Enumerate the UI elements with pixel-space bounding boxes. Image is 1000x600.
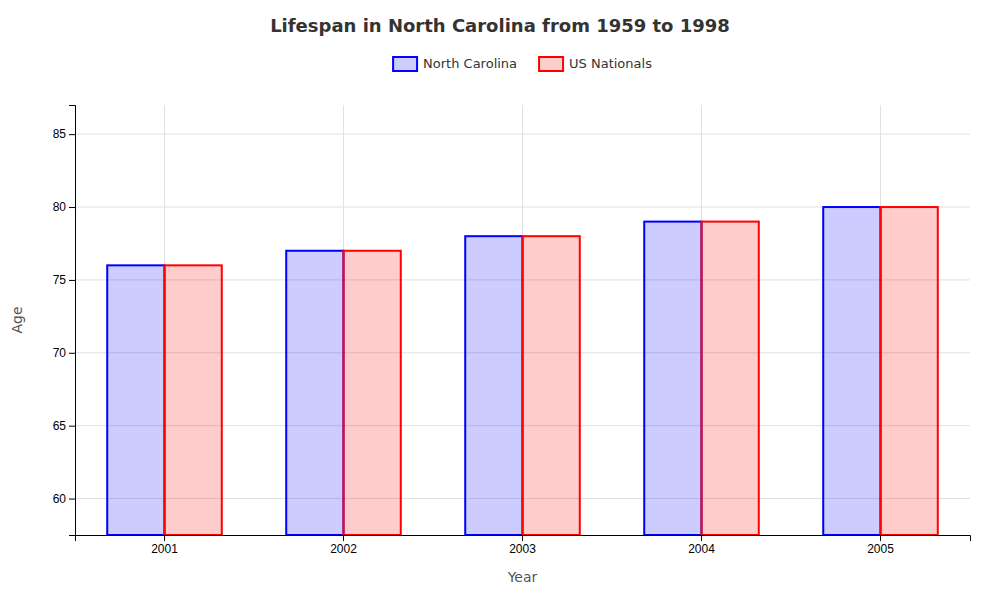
x-axis: 2001 2002 2003 2004 2005 <box>76 535 971 556</box>
legend-label: US Nationals <box>569 56 652 71</box>
x-tick-mark <box>343 535 344 541</box>
legend-swatch <box>539 57 563 71</box>
chart-svg: Lifespan in North Carolina from 1959 to … <box>0 0 1000 600</box>
x-tick-label: 2004 <box>688 542 715 556</box>
x-tick: 2002 <box>330 535 357 556</box>
y-tick-mark <box>69 207 75 208</box>
y-tick-mark <box>69 426 75 427</box>
x-tick-mark <box>701 535 702 541</box>
y-tick-label: 70 <box>53 346 67 360</box>
y-tick: 80 <box>53 200 75 214</box>
x-tick-label: 2003 <box>509 542 536 556</box>
bar <box>523 236 580 535</box>
bar-series <box>107 207 880 535</box>
y-axis: 60 65 70 75 80 85 <box>53 106 76 536</box>
x-tick: 2001 <box>151 535 178 556</box>
x-tick-mark <box>880 535 881 541</box>
legend: North Carolina US Nationals <box>393 56 652 71</box>
y-axis-line <box>69 106 76 536</box>
title: Lifespan in North Carolina from 1959 to … <box>270 15 730 36</box>
bar <box>286 251 343 535</box>
y-tick: 60 <box>53 492 75 506</box>
bar <box>823 207 880 535</box>
legend-item: US Nationals <box>539 56 652 71</box>
y-tick-mark <box>69 280 75 281</box>
y-tick-label: 75 <box>53 273 67 287</box>
x-tick-label: 2001 <box>151 542 178 556</box>
y-tick-mark <box>69 499 75 500</box>
x-tick-label: 2005 <box>867 542 894 556</box>
x-axis-title: Year <box>507 569 538 585</box>
y-tick: 70 <box>53 346 75 360</box>
legend-item: North Carolina <box>393 56 517 71</box>
chart-container: Lifespan in North Carolina from 1959 to … <box>0 0 1000 600</box>
x-tick-mark <box>522 535 523 541</box>
y-tick-label: 60 <box>53 492 67 506</box>
y-tick-mark <box>69 134 75 135</box>
legend-label: North Carolina <box>423 56 517 71</box>
x-axis-line <box>76 536 971 542</box>
x-tick-mark <box>164 535 165 541</box>
bar <box>702 222 759 535</box>
bar <box>107 265 164 535</box>
y-tick-label: 85 <box>53 127 67 141</box>
bars <box>107 207 938 535</box>
x-tick-label: 2002 <box>330 542 357 556</box>
y-tick: 85 <box>53 127 75 141</box>
y-tick: 75 <box>53 273 75 287</box>
bar <box>881 207 938 535</box>
x-tick: 2003 <box>509 535 536 556</box>
y-axis-title: Age <box>9 306 25 333</box>
y-tick-label: 65 <box>53 419 67 433</box>
y-tick-mark <box>69 353 75 354</box>
bar-series <box>165 207 938 535</box>
bar <box>344 251 401 535</box>
grid <box>75 105 970 535</box>
bar <box>465 236 522 535</box>
bar <box>644 222 701 535</box>
y-tick-label: 80 <box>53 200 67 214</box>
bar <box>165 265 222 535</box>
legend-swatch <box>393 57 417 71</box>
plot-area: 2001 2002 2003 2004 2005 60 65 70 75 80 85 <box>53 105 971 556</box>
y-tick: 65 <box>53 419 75 433</box>
x-tick: 2004 <box>688 535 715 556</box>
x-tick: 2005 <box>867 535 894 556</box>
